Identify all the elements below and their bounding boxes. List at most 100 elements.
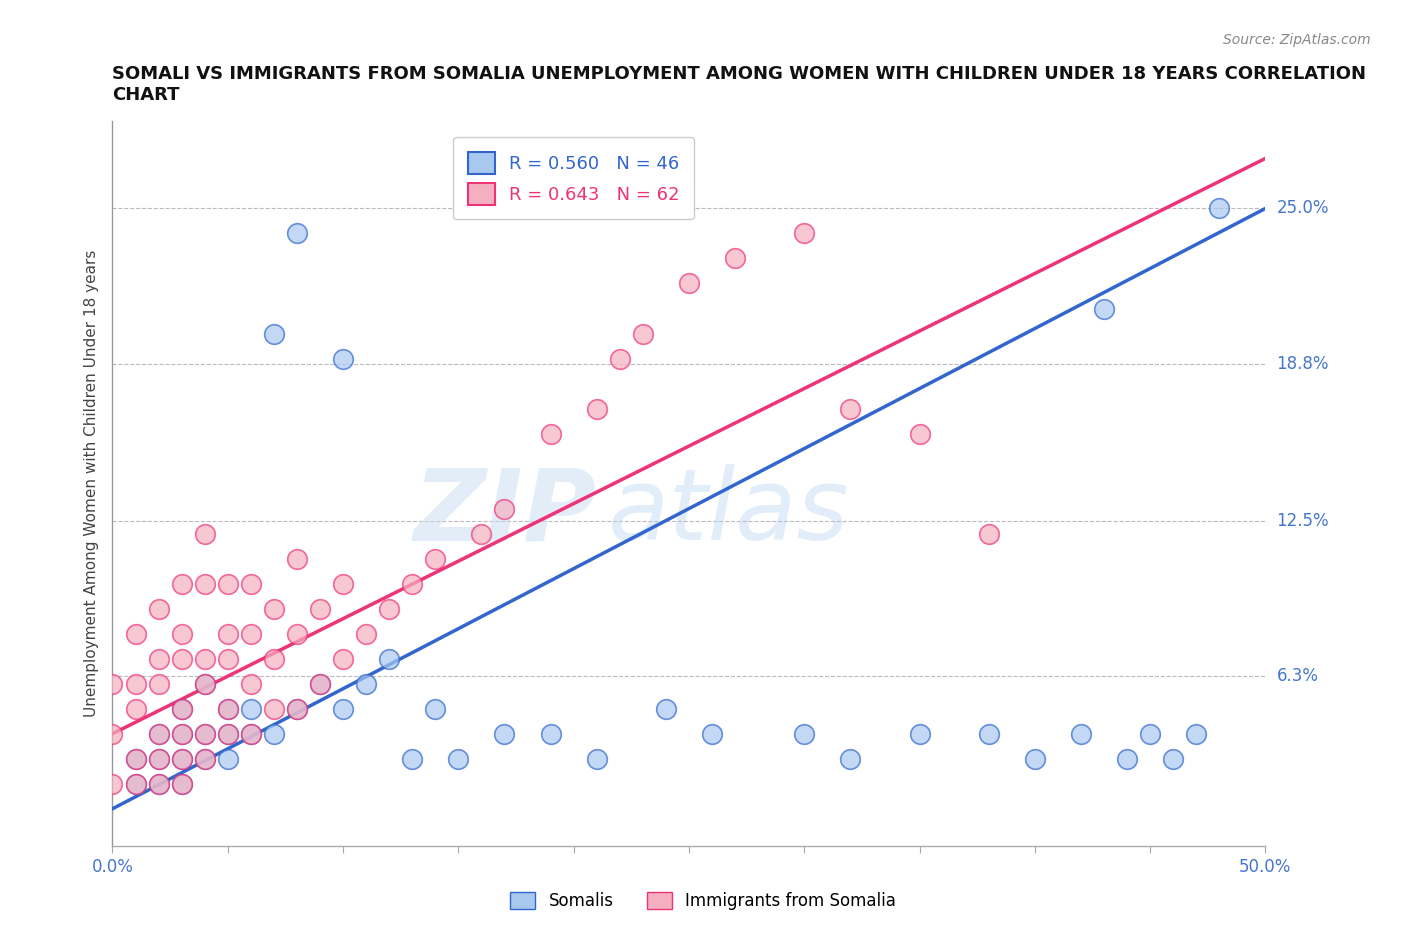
Y-axis label: Unemployment Among Women with Children Under 18 years: Unemployment Among Women with Children U… — [83, 250, 98, 717]
Point — [239, 577, 262, 591]
Point — [217, 726, 239, 741]
Point — [217, 726, 239, 741]
Point — [700, 726, 723, 741]
Point — [1139, 726, 1161, 741]
Point — [309, 601, 332, 616]
Point — [908, 726, 931, 741]
Point — [332, 577, 354, 591]
Point — [124, 777, 146, 791]
Point — [678, 276, 700, 291]
Point — [239, 701, 262, 716]
Point — [170, 751, 193, 766]
Legend: R = 0.560   N = 46, R = 0.643   N = 62: R = 0.560 N = 46, R = 0.643 N = 62 — [453, 138, 695, 219]
Point — [194, 577, 217, 591]
Point — [839, 751, 862, 766]
Point — [263, 601, 285, 616]
Point — [170, 701, 193, 716]
Point — [332, 352, 354, 366]
Point — [101, 676, 124, 691]
Point — [194, 526, 217, 541]
Point — [194, 751, 217, 766]
Point — [354, 676, 377, 691]
Point — [447, 751, 470, 766]
Legend: Somalis, Immigrants from Somalia: Somalis, Immigrants from Somalia — [503, 885, 903, 917]
Point — [217, 701, 239, 716]
Point — [285, 551, 308, 566]
Point — [148, 777, 170, 791]
Point — [263, 651, 285, 666]
Point — [101, 726, 124, 741]
Point — [609, 352, 631, 366]
Text: 12.5%: 12.5% — [1277, 512, 1329, 530]
Point — [908, 426, 931, 441]
Point — [839, 401, 862, 416]
Point — [585, 751, 607, 766]
Point — [194, 676, 217, 691]
Point — [217, 751, 239, 766]
Point — [378, 601, 401, 616]
Point — [470, 526, 492, 541]
Point — [124, 777, 146, 791]
Text: 6.3%: 6.3% — [1277, 667, 1319, 685]
Point — [1116, 751, 1139, 766]
Point — [148, 751, 170, 766]
Point — [217, 626, 239, 641]
Point — [124, 751, 146, 766]
Point — [170, 777, 193, 791]
Point — [148, 651, 170, 666]
Text: atlas: atlas — [609, 464, 849, 561]
Point — [170, 777, 193, 791]
Point — [239, 676, 262, 691]
Point — [1161, 751, 1184, 766]
Point — [194, 676, 217, 691]
Point — [401, 751, 423, 766]
Point — [239, 726, 262, 741]
Point — [170, 701, 193, 716]
Point — [724, 251, 747, 266]
Point — [194, 751, 217, 766]
Point — [540, 426, 562, 441]
Point — [148, 751, 170, 766]
Point — [217, 651, 239, 666]
Point — [101, 777, 124, 791]
Point — [148, 676, 170, 691]
Point — [194, 726, 217, 741]
Point — [148, 726, 170, 741]
Point — [332, 701, 354, 716]
Text: 18.8%: 18.8% — [1277, 354, 1329, 373]
Point — [148, 726, 170, 741]
Point — [263, 326, 285, 341]
Text: 25.0%: 25.0% — [1277, 199, 1329, 218]
Point — [631, 326, 654, 341]
Point — [217, 577, 239, 591]
Point — [217, 701, 239, 716]
Point — [148, 601, 170, 616]
Point — [1070, 726, 1092, 741]
Point — [332, 651, 354, 666]
Point — [309, 676, 332, 691]
Point — [285, 626, 308, 641]
Point — [309, 676, 332, 691]
Point — [194, 726, 217, 741]
Point — [494, 501, 516, 516]
Point — [494, 726, 516, 741]
Point — [239, 626, 262, 641]
Point — [655, 701, 678, 716]
Point — [1024, 751, 1046, 766]
Text: Source: ZipAtlas.com: Source: ZipAtlas.com — [1223, 33, 1371, 46]
Point — [401, 577, 423, 591]
Point — [170, 726, 193, 741]
Point — [425, 701, 447, 716]
Point — [425, 551, 447, 566]
Point — [977, 726, 1000, 741]
Point — [285, 701, 308, 716]
Point — [354, 626, 377, 641]
Point — [148, 777, 170, 791]
Text: ZIP: ZIP — [413, 464, 596, 561]
Point — [170, 651, 193, 666]
Point — [170, 726, 193, 741]
Point — [1185, 726, 1208, 741]
Point — [124, 701, 146, 716]
Point — [263, 726, 285, 741]
Point — [194, 651, 217, 666]
